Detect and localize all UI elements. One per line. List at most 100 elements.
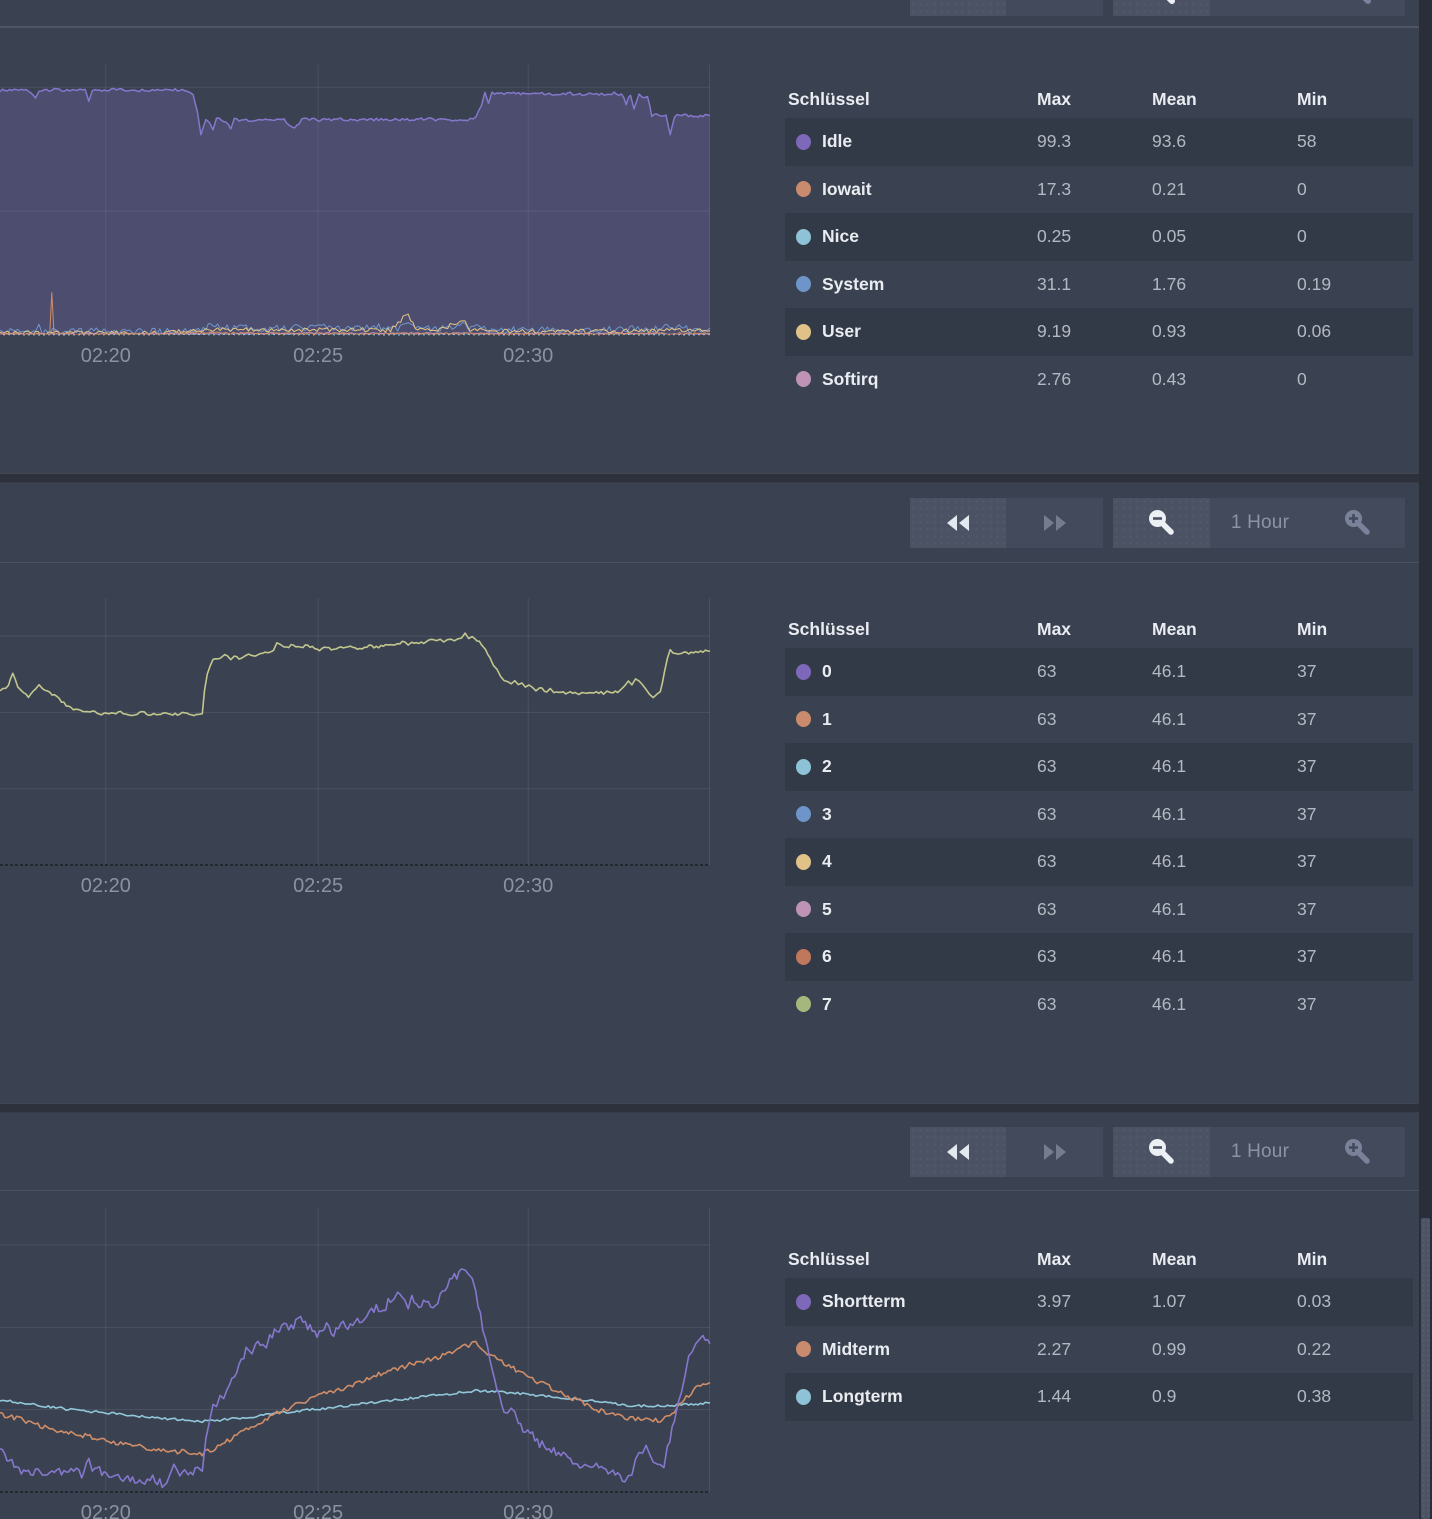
series-label: 7 — [822, 993, 832, 1014]
series-max-value: 17.3 — [1037, 178, 1072, 199]
legend-header: Schlüssel Max Mean Min — [785, 1240, 1413, 1278]
zoom-in-icon — [1362, 0, 1371, 4]
panel-header-border — [0, 562, 1420, 563]
time-forward-button[interactable] — [1006, 1127, 1103, 1177]
series-color-dot-icon — [796, 663, 811, 680]
per-core-legend: Schlüssel Max Mean Min 0 63 46.1 37 1 63 46.1 3… — [785, 610, 1413, 1028]
x-axis-tick-label: 02:25 — [293, 345, 343, 367]
legend-header: Schlüssel Max Mean Min — [785, 610, 1413, 648]
zoom-in-button[interactable] — [1310, 1127, 1405, 1177]
legend-series-key: 1 — [785, 709, 1037, 730]
zoom-out-icon — [1166, 0, 1175, 4]
time-forward-button[interactable] — [1006, 498, 1103, 548]
legend-series-key: 2 — [785, 756, 1037, 777]
time-backward-button[interactable] — [910, 498, 1006, 548]
legend-row: Shortterm 3.97 1.07 0.03 — [785, 1278, 1413, 1326]
legend-row: 7 63 46.1 37 — [785, 981, 1413, 1029]
series-label: User — [822, 321, 861, 342]
legend-row: 3 63 46.1 37 — [785, 791, 1413, 839]
legend-series-key: Nice — [785, 226, 1037, 247]
zoom-in-button[interactable] — [1310, 0, 1405, 16]
load-average-chart[interactable]: 02:20 02:25 02:30 — [0, 1208, 720, 1519]
legend-col-mean: Mean — [1152, 618, 1197, 639]
time-forward-button[interactable] — [1006, 0, 1103, 16]
series-color-dot-icon — [796, 996, 811, 1013]
series-max-value: 63 — [1037, 851, 1057, 872]
clipped-panel-controls: 1 Hour — [0, 0, 1432, 26]
series-mean-value: 1.76 — [1152, 273, 1187, 294]
legend-row: 2 63 46.1 37 — [785, 743, 1413, 791]
series-min-value: 58 — [1297, 131, 1317, 152]
series-label: 4 — [822, 851, 832, 872]
interval-label: 1 Hour — [1210, 498, 1310, 548]
rewind-icon — [947, 1144, 969, 1160]
legend-row: 6 63 46.1 37 — [785, 933, 1413, 981]
series-max-value: 31.1 — [1037, 273, 1072, 294]
legend-key-header: Schlüssel — [788, 88, 870, 109]
series-mean-value: 0.99 — [1152, 1338, 1187, 1359]
scrollbar-track[interactable] — [1419, 0, 1432, 1519]
legend-col-max: Max — [1037, 1248, 1072, 1269]
series-max-value: 63 — [1037, 756, 1057, 777]
series-label: Softirq — [822, 368, 879, 389]
load-average-legend: Schlüssel Max Mean Min Shortterm 3.97 1.07… — [785, 1240, 1413, 1421]
legend-col-mean: Mean — [1152, 1248, 1197, 1269]
series-color-dot-icon — [796, 181, 811, 198]
zoom-out-button[interactable] — [1113, 498, 1210, 548]
panel-header-border — [0, 1190, 1420, 1191]
series-color-dot-icon — [796, 806, 811, 823]
series-max-value: 3.97 — [1037, 1291, 1072, 1312]
x-axis-tick-label: 02:25 — [293, 875, 343, 897]
series-min-value: 37 — [1297, 661, 1317, 682]
series-max-value: 9.19 — [1037, 321, 1072, 342]
time-backward-button[interactable] — [910, 0, 1006, 16]
series-max-value: 63 — [1037, 708, 1057, 729]
series-max-value: 63 — [1037, 803, 1057, 824]
legend-series-key: Softirq — [785, 369, 1037, 390]
series-color-dot-icon — [796, 276, 811, 293]
series-label: Idle — [822, 131, 853, 152]
series-mean-value: 46.1 — [1152, 946, 1187, 967]
legend-row: System 31.1 1.76 0.19 — [785, 261, 1413, 309]
series-color-dot-icon — [796, 948, 811, 965]
legend-row: 4 63 46.1 37 — [785, 838, 1413, 886]
panel-divider — [0, 1103, 1420, 1113]
time-nav-group-top — [910, 0, 1103, 16]
series-max-value: 63 — [1037, 993, 1057, 1014]
zoom-out-button[interactable] — [1113, 1127, 1210, 1177]
legend-row: 1 63 46.1 37 — [785, 696, 1413, 744]
zoom-group: 1 Hour — [1113, 498, 1405, 548]
legend-col-min: Min — [1297, 1248, 1328, 1269]
cpu-usage-chart[interactable]: 02:20 02:25 02:30 — [0, 65, 720, 371]
legend-series-key: 6 — [785, 946, 1037, 967]
legend-series-key: Longterm — [785, 1386, 1037, 1407]
series-min-value: 37 — [1297, 803, 1317, 824]
series-max-value: 0.25 — [1037, 226, 1072, 247]
scrollbar-thumb[interactable] — [1421, 1218, 1430, 1519]
series-label: Shortterm — [822, 1291, 906, 1312]
zoom-out-button[interactable] — [1113, 0, 1210, 16]
zoom-in-icon — [1344, 1139, 1370, 1164]
series-label: Longterm — [822, 1386, 903, 1407]
series-color-dot-icon — [796, 228, 811, 245]
series-max-value: 99.3 — [1037, 131, 1072, 152]
series-max-value: 2.27 — [1037, 1338, 1072, 1359]
fast-forward-icon — [1043, 1144, 1066, 1160]
legend-series-key: System — [785, 274, 1037, 295]
series-label: Nice — [822, 226, 859, 247]
series-min-value: 0 — [1297, 178, 1307, 199]
series-min-value: 0 — [1297, 226, 1307, 247]
series-label: Iowait — [822, 178, 872, 199]
per-core-chart[interactable]: 02:20 02:25 02:30 — [0, 598, 720, 901]
series-mean-value: 0.9 — [1152, 1386, 1177, 1407]
series-label: 5 — [822, 898, 832, 919]
series-mean-value: 46.1 — [1152, 708, 1187, 729]
rewind-icon — [947, 515, 969, 531]
time-backward-button[interactable] — [910, 1127, 1006, 1177]
series-color-dot-icon — [796, 1293, 811, 1310]
series-min-value: 37 — [1297, 898, 1317, 919]
zoom-in-button[interactable] — [1310, 498, 1405, 548]
series-mean-value: 46.1 — [1152, 898, 1187, 919]
series-label: 1 — [822, 708, 832, 729]
series-max-value: 63 — [1037, 946, 1057, 967]
